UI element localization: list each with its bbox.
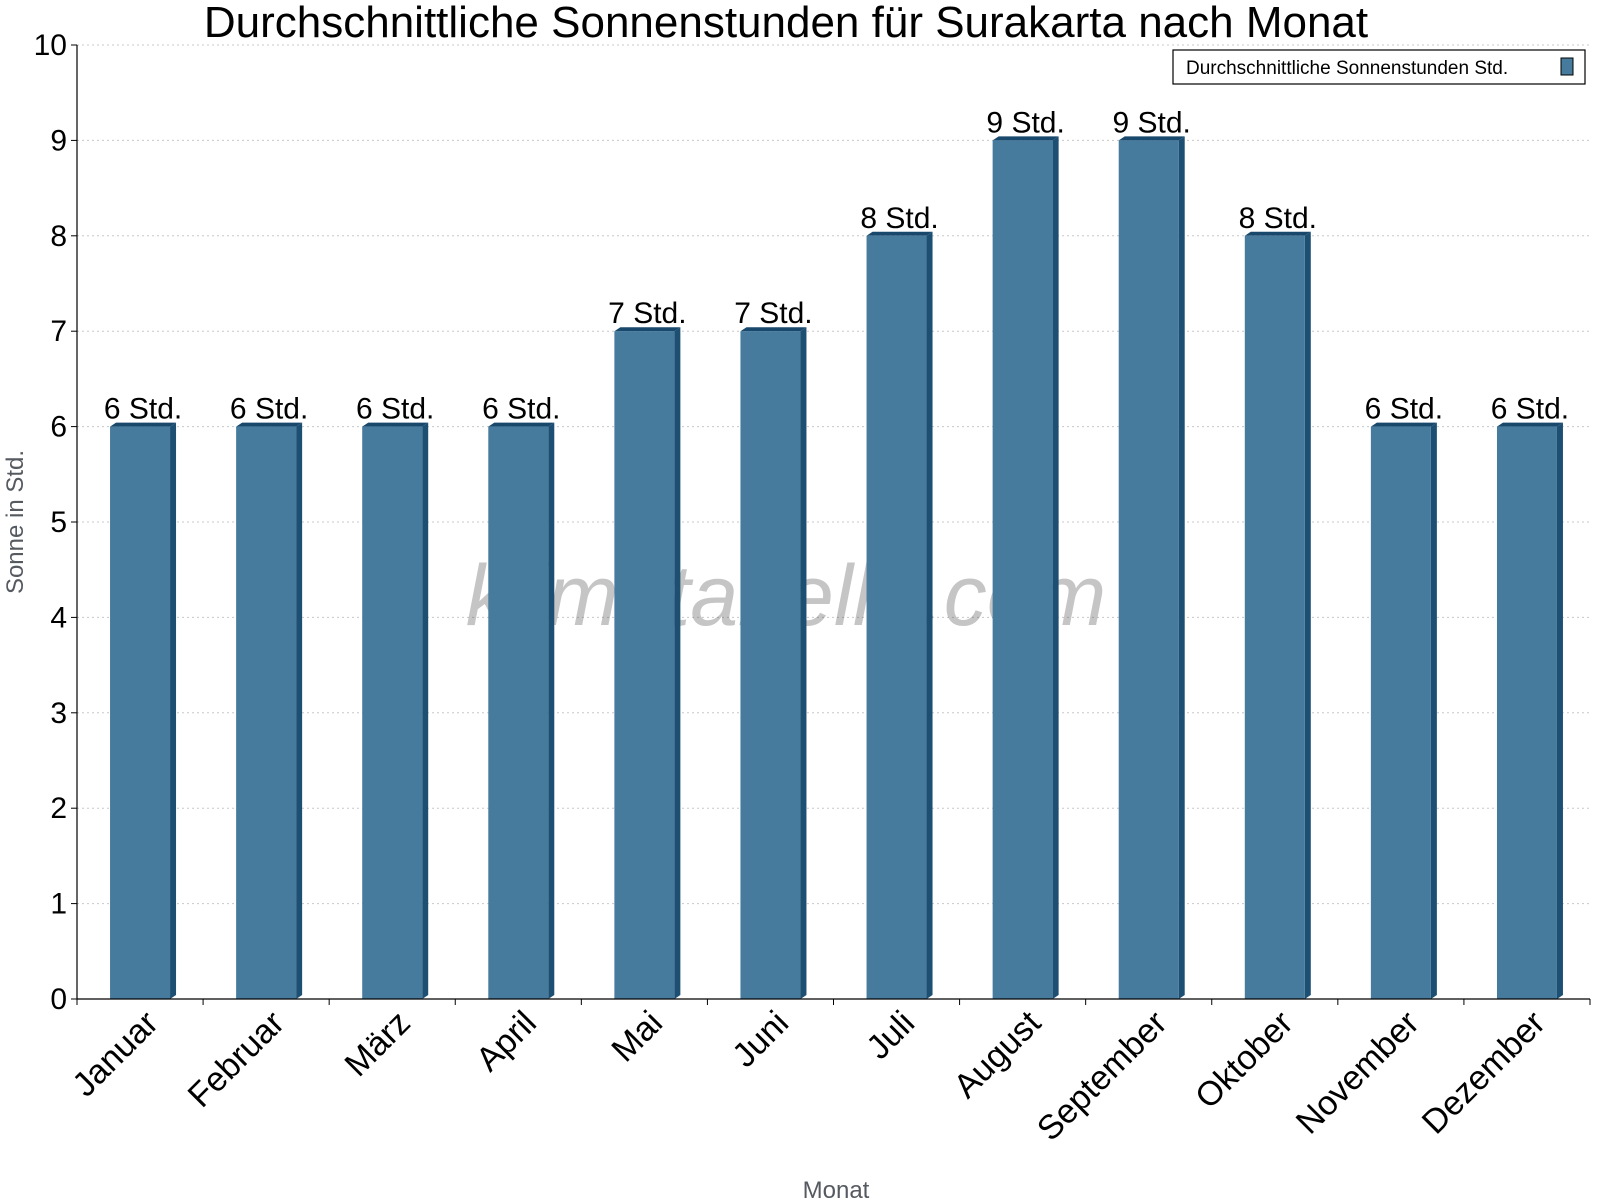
data-label: 9 Std. bbox=[1113, 106, 1191, 139]
legend: Durchschnittliche Sonnenstunden Std. bbox=[1172, 49, 1586, 85]
data-label: 8 Std. bbox=[860, 202, 938, 235]
x-tick-label: August bbox=[947, 1003, 1049, 1105]
y-tick-label: 4 bbox=[50, 601, 67, 634]
data-labels: 6 Std. 6 Std. 6 Std. 6 Std. 7 Std. 7 Std. 8 St… bbox=[104, 106, 1569, 425]
y-tick-label: 7 bbox=[50, 315, 67, 348]
data-label: 6 Std. bbox=[230, 393, 308, 426]
bar bbox=[740, 331, 801, 999]
y-tick-label: 5 bbox=[50, 506, 67, 539]
data-label: 6 Std. bbox=[1365, 393, 1443, 426]
x-tick-label: September bbox=[1030, 1004, 1174, 1148]
y-tick-label: 2 bbox=[50, 792, 67, 825]
bar-side bbox=[1052, 136, 1059, 999]
x-tick-label: März bbox=[338, 1004, 418, 1084]
y-tick-label: 6 bbox=[50, 411, 67, 444]
bar-side bbox=[800, 327, 807, 999]
bar bbox=[236, 426, 297, 1000]
bar bbox=[1118, 140, 1179, 999]
data-label: 6 Std. bbox=[1491, 393, 1569, 426]
bar-top bbox=[992, 136, 1059, 141]
x-tick-labels: Januar Februar März April Mai Juni Juli AugustS… bbox=[65, 1003, 1552, 1148]
data-label: 6 Std. bbox=[356, 393, 434, 426]
bar-top bbox=[1244, 231, 1311, 236]
y-tick-labels: 0 1 2 3 4 5 6 7 8 9 10 bbox=[34, 29, 67, 1016]
bar bbox=[1370, 426, 1431, 1000]
bar bbox=[1496, 426, 1557, 1000]
bar-top bbox=[110, 422, 177, 427]
y-tick-label: 9 bbox=[50, 124, 67, 157]
bar-top bbox=[1496, 422, 1563, 427]
bar bbox=[110, 426, 171, 1000]
y-tick-label: 0 bbox=[50, 983, 67, 1016]
bar bbox=[1244, 235, 1305, 1000]
x-tick-label: Februar bbox=[181, 1004, 292, 1115]
bar-side bbox=[1304, 231, 1311, 1000]
bar-top bbox=[488, 422, 555, 427]
legend-swatch bbox=[1560, 57, 1574, 76]
bar bbox=[992, 140, 1053, 999]
bar-top bbox=[740, 327, 807, 332]
bar-side bbox=[170, 422, 177, 1000]
bar-top bbox=[1118, 136, 1185, 141]
bar-top bbox=[1370, 422, 1437, 427]
bar-side bbox=[548, 422, 555, 1000]
data-label: 9 Std. bbox=[986, 106, 1064, 139]
bar-side bbox=[926, 231, 933, 1000]
data-label: 8 Std. bbox=[1239, 202, 1317, 235]
data-label: 7 Std. bbox=[734, 297, 812, 330]
bars bbox=[110, 136, 1563, 1000]
x-tick-label: Juni bbox=[725, 1004, 796, 1075]
data-label: 6 Std. bbox=[104, 393, 182, 426]
y-axis-title: Sonne in Std. bbox=[2, 450, 29, 594]
x-tick-label: Januar bbox=[65, 1004, 165, 1104]
y-tick-label: 10 bbox=[34, 29, 67, 62]
bar bbox=[614, 331, 675, 999]
bar-side bbox=[422, 422, 429, 1000]
bar-top bbox=[614, 327, 681, 332]
bar bbox=[866, 235, 927, 1000]
bar bbox=[362, 426, 423, 1000]
axes bbox=[71, 44, 1591, 1005]
chart-title: Durchschnittliche Sonnenstunden für Sura… bbox=[204, 0, 1368, 47]
x-tick-label: Oktober bbox=[1188, 1004, 1300, 1116]
legend-label: Durchschnittliche Sonnenstunden Std. bbox=[1186, 58, 1508, 79]
y-tick-label: 8 bbox=[50, 220, 67, 253]
bar-top bbox=[362, 422, 429, 427]
bar-top bbox=[866, 231, 933, 236]
bar bbox=[488, 426, 549, 1000]
bar-side bbox=[1556, 422, 1563, 1000]
legend-box bbox=[1172, 49, 1586, 85]
y-tick-label: 1 bbox=[50, 888, 67, 921]
data-label: 6 Std. bbox=[482, 393, 560, 426]
y-tick-label: 3 bbox=[50, 697, 67, 730]
x-tick-label: Dezember bbox=[1415, 1004, 1553, 1142]
bar-top bbox=[236, 422, 303, 427]
x-tick-label: April bbox=[469, 1004, 544, 1079]
data-label: 7 Std. bbox=[608, 297, 686, 330]
bar-side bbox=[1178, 136, 1185, 999]
bar-side bbox=[674, 327, 681, 999]
x-tick-label: Mai bbox=[604, 1004, 670, 1070]
bar-side bbox=[1430, 422, 1437, 1000]
x-tick-label: November bbox=[1289, 1004, 1427, 1142]
x-axis-title: Monat bbox=[803, 1177, 870, 1200]
x-tick-label: Juli bbox=[859, 1004, 922, 1067]
grid-lines bbox=[77, 44, 1590, 905]
bar-side bbox=[296, 422, 303, 1000]
